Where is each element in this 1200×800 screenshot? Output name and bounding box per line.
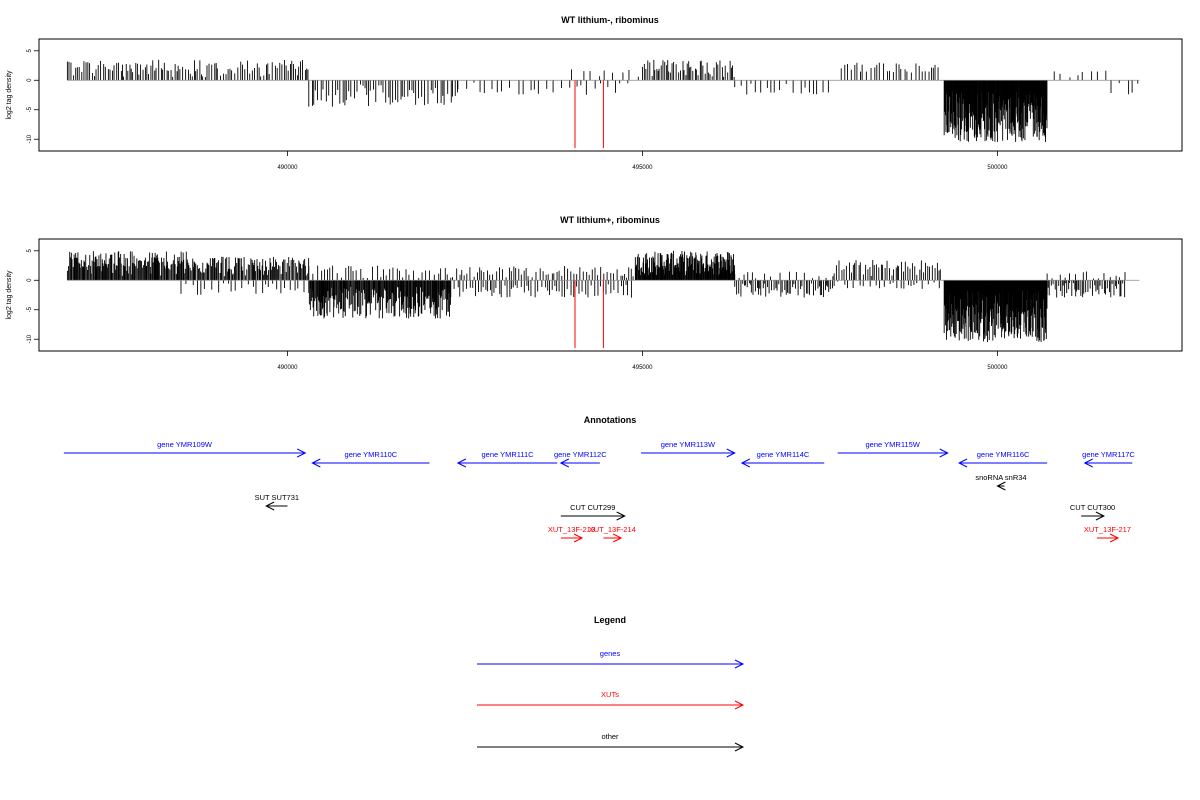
legend-arrow-head (734, 700, 745, 710)
gene-feature: gene YMR112C (554, 450, 607, 468)
gene-arrow-head (311, 458, 321, 468)
y-tick-label: -5 (27, 306, 33, 312)
legend-label: XUTs (601, 690, 619, 699)
gene-arrow-head (957, 458, 968, 468)
panel-2-axes: 5 0 -5 -10 490000 495000 500000 (27, 248, 1140, 371)
panel-1-title: WT lithium-, ribominus (561, 15, 659, 25)
gene-feature: gene YMR109W (63, 440, 307, 458)
panel-1-ylabel: log2 tag density (6, 70, 13, 120)
xut-feature: XUT_13F-217 (1084, 525, 1131, 543)
other-label: snoRNA snR34 (975, 473, 1026, 482)
gene-label: gene YMR115W (866, 440, 921, 449)
gene-feature: gene YMR110C (311, 450, 430, 468)
legend-item: XUTs (477, 690, 745, 710)
gene-feature: gene YMR114C (740, 450, 825, 468)
legend-item: genes (477, 649, 745, 669)
y-tick-label: 0 (27, 278, 33, 282)
gene-feature: gene YMR113W (641, 440, 736, 458)
gene-label: gene YMR116C (977, 450, 1030, 459)
y-tick-label: 5 (27, 248, 33, 252)
gene-arrow-head (559, 458, 570, 468)
legend-label: other (601, 732, 619, 741)
panel-1-bars (66, 59, 1139, 149)
other-feature: SUT SUT731 (255, 493, 299, 511)
xut-arrow-head (612, 533, 623, 543)
legend-arrow-head (734, 659, 745, 669)
panel-2-ylabel: log2 tag density (6, 270, 13, 320)
legend-label: genes (600, 649, 621, 658)
xut-label: XUT_13F-214 (589, 525, 636, 534)
legend-title: Legend (594, 615, 626, 625)
panel-lithium-minus: WT lithium-, ribominus 5 0 -5 -10 490000 4950… (6, 15, 1183, 171)
other-arrow-head (616, 511, 626, 521)
gene-arrow-head (1083, 458, 1093, 468)
y-tick-label: 5 (27, 48, 33, 52)
gene-label: gene YMR112C (554, 450, 607, 459)
xut-feature: XUT_13F-213 (548, 525, 595, 543)
x-tick-label: 495000 (632, 165, 653, 171)
xut-label: XUT_13F-217 (1084, 525, 1131, 534)
annotations-title: Annotations (584, 415, 637, 425)
gene-label: gene YMR113W (661, 440, 716, 449)
other-arrow-head (265, 501, 275, 511)
x-tick-label: 490000 (277, 165, 298, 171)
other-label: CUT CUT300 (1070, 503, 1115, 512)
legend-arrow-head (734, 742, 745, 752)
other-feature: snoRNA snR34 (975, 473, 1027, 491)
gene-label: gene YMR114C (757, 450, 810, 459)
xut-feature: XUT_13F-214 (589, 525, 636, 543)
gene-feature: gene YMR111C (456, 450, 558, 468)
panel-2-bars (66, 250, 1126, 349)
other-feature: CUT CUT299 (560, 503, 626, 521)
panel-1-frame (38, 38, 1183, 152)
gene-feature: gene YMR116C (957, 450, 1048, 468)
gene-arrow-head (456, 458, 467, 468)
legend-item: other (477, 732, 745, 752)
panel-1-axes: 5 0 -5 -10 490000 495000 500000 (27, 48, 1140, 171)
x-tick-label: 495000 (632, 365, 653, 371)
other-arrow-head (996, 481, 1006, 491)
y-tick-label: -10 (27, 334, 33, 343)
y-tick-label: 0 (27, 78, 33, 82)
gene-label: gene YMR111C (481, 450, 534, 459)
x-tick-label: 500000 (987, 165, 1008, 171)
other-label: CUT CUT299 (570, 503, 615, 512)
panel-2-frame (38, 238, 1183, 352)
gene-label: gene YMR109W (157, 440, 213, 449)
other-feature: CUT CUT300 (1070, 503, 1115, 521)
gene-label: gene YMR117C (1082, 450, 1135, 459)
gene-label: gene YMR110C (345, 450, 398, 459)
gene-feature: gene YMR117C (1082, 450, 1135, 468)
panel-lithium-plus: WT lithium+, ribominus 5 0 -5 -10 490000 4950… (6, 215, 1183, 371)
gene-arrow-head (939, 448, 949, 458)
x-tick-label: 500000 (987, 365, 1008, 371)
other-arrow-head (1095, 511, 1106, 521)
y-tick-label: -10 (27, 134, 33, 143)
gene-feature: gene YMR115W (837, 440, 949, 458)
other-label: SUT SUT731 (255, 493, 299, 502)
panel-2-title: WT lithium+, ribominus (560, 215, 660, 225)
annotation-features: gene YMR109W gene YMR110C gene YMR111C gene… (63, 440, 1135, 543)
gene-arrow-head (726, 448, 736, 458)
legend: Legend genes XUTs other (477, 615, 745, 752)
y-tick-label: -5 (27, 106, 33, 112)
xut-label: XUT_13F-213 (548, 525, 595, 534)
gene-arrow-head (297, 448, 307, 458)
legend-items: genes XUTs other (477, 649, 745, 752)
xut-arrow-head (573, 533, 584, 543)
xut-arrow-head (1109, 533, 1120, 543)
x-tick-label: 490000 (277, 365, 298, 371)
gene-arrow-head (740, 458, 751, 468)
